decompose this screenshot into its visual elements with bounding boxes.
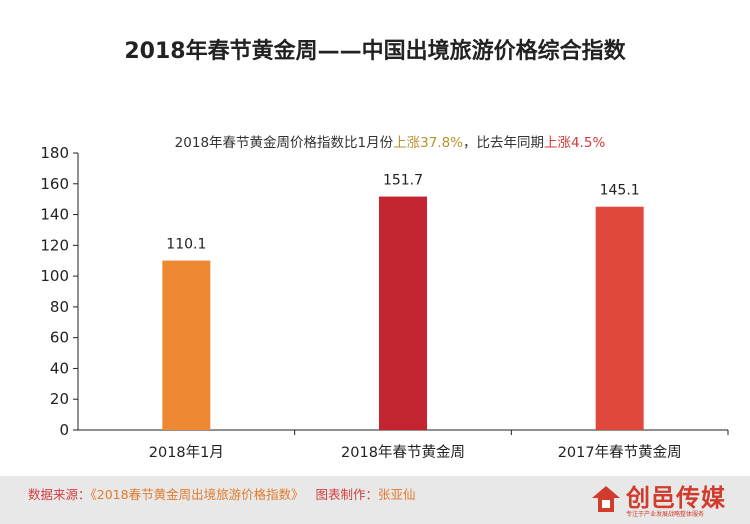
y-tick-label: 80 <box>50 298 69 316</box>
subtitle-middle: ，比去年同期 <box>463 135 545 151</box>
y-tick-label: 0 <box>59 421 69 439</box>
bar <box>379 196 427 430</box>
footer-credits: 数据来源：《2018春节黄金周出境旅游价格指数》 图表制作：张亚仙 <box>28 484 416 503</box>
x-category-label: 2017年春节黄金周 <box>558 444 682 461</box>
y-tick-label: 100 <box>40 267 69 285</box>
bar-value-label: 151.7 <box>383 173 423 189</box>
x-category-label: 2018年春节黄金周 <box>341 444 465 461</box>
source-label: 数据来源： <box>28 487 91 502</box>
bar-chart: 0 20 40 60 80 100 120 140 160 180 110.1 2018年1月 151… <box>40 144 729 461</box>
bar <box>595 206 644 430</box>
source-text: 《2018春节黄金周出境旅游价格指数》 <box>90 487 304 502</box>
y-tick-label: 20 <box>50 390 69 408</box>
y-tick-label: 40 <box>50 359 69 377</box>
y-tick-label: 60 <box>50 329 69 347</box>
chart-title: 2018年春节黄金周——中国出境旅游价格综合指数 <box>124 39 626 64</box>
y-tick-label: 140 <box>40 206 69 224</box>
footer-bar: 数据来源：《2018春节黄金周出境旅游价格指数》 图表制作：张亚仙 创邑传媒 专… <box>0 476 750 524</box>
x-category-label: 2018年1月 <box>149 444 224 461</box>
maker-label: 图表制作： <box>315 487 379 502</box>
brand-name: 创邑传媒 <box>626 484 726 512</box>
bar <box>162 260 211 430</box>
bar-value-label: 110.1 <box>166 237 206 253</box>
chart-subtitle: 2018年春节黄金周价格指数比1月份上涨37.8%，比去年同期上涨4.5% <box>80 131 700 151</box>
y-tick-label: 120 <box>40 236 69 254</box>
brand-tagline: 专注于产业发展战略整体服务 <box>626 511 705 518</box>
subtitle-prefix: 2018年春节黄金周价格指数比1月份 <box>174 135 394 151</box>
maker-text: 张亚仙 <box>378 487 416 502</box>
subtitle-rise-year: 上涨4.5% <box>544 135 606 151</box>
y-tick-label: 180 <box>40 144 69 162</box>
subtitle-rise-month: 上涨37.8% <box>393 135 464 151</box>
bar-value-label: 145.1 <box>600 183 640 199</box>
brand-block: 创邑传媒 专注于产业发展战略整体服务 <box>586 478 736 522</box>
y-tick-label: 160 <box>40 175 69 193</box>
brand-logo-icon <box>592 486 620 512</box>
